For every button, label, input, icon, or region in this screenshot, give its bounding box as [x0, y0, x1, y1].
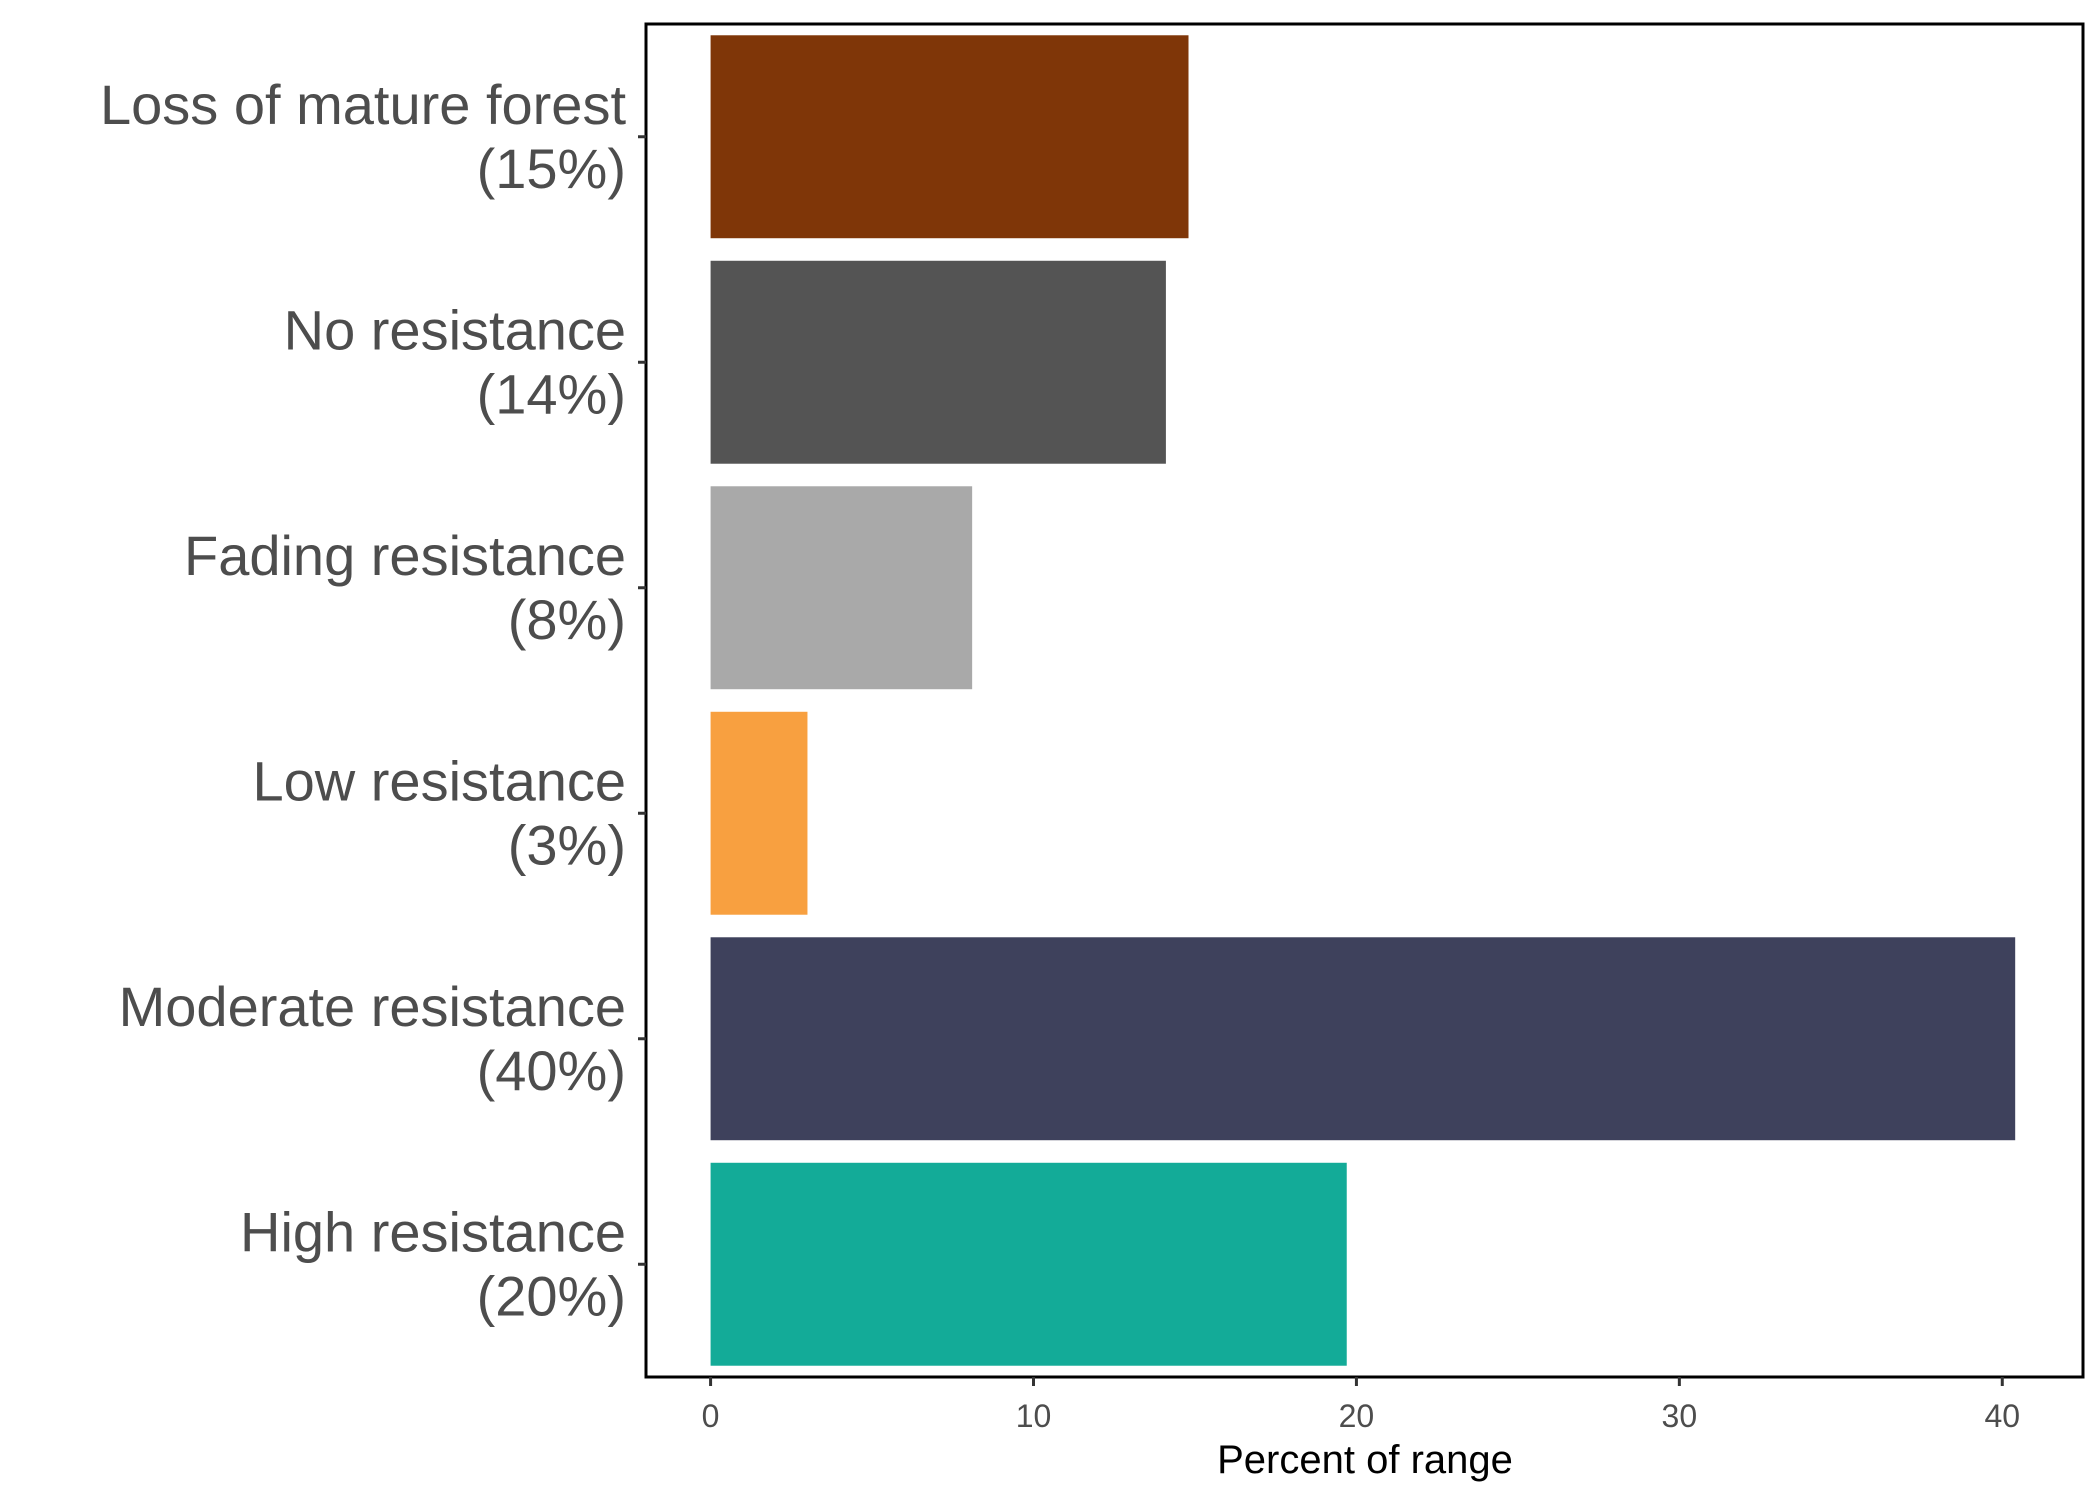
bars-group [710, 35, 2016, 1366]
category-label: (15%) [477, 137, 626, 200]
bar-1 [710, 260, 1166, 464]
bar-3 [710, 711, 808, 915]
bar-4 [710, 937, 2016, 1141]
x-tick-label: 20 [1339, 1398, 1375, 1434]
bar-2 [710, 486, 973, 690]
y-axis-labels: Loss of mature forest(15%)No resistance(… [100, 73, 646, 1327]
category-label: Loss of mature forest [100, 73, 626, 136]
category-label: High resistance [240, 1200, 626, 1263]
category-label: (40%) [477, 1039, 626, 1102]
x-axis-ticks: 0 10 20 30 40 [702, 1377, 2020, 1434]
category-label: (20%) [477, 1264, 626, 1327]
x-axis-title: Percent of range [1217, 1438, 1513, 1482]
panel-border [644, 22, 2085, 1379]
category-label: No resistance [284, 298, 626, 361]
category-label: Low resistance [252, 749, 626, 812]
category-label: (8%) [508, 588, 626, 651]
x-tick-label: 40 [1984, 1398, 2020, 1434]
x-tick-label: 0 [702, 1398, 720, 1434]
category-label: (14%) [477, 362, 626, 425]
bar-5 [710, 1162, 1347, 1366]
category-label: Moderate resistance [119, 975, 626, 1038]
category-label: (3%) [508, 813, 626, 876]
x-tick-label: 30 [1662, 1398, 1698, 1434]
category-label: Fading resistance [184, 524, 626, 587]
bar-0 [710, 35, 1189, 239]
x-tick-label: 10 [1016, 1398, 1052, 1434]
